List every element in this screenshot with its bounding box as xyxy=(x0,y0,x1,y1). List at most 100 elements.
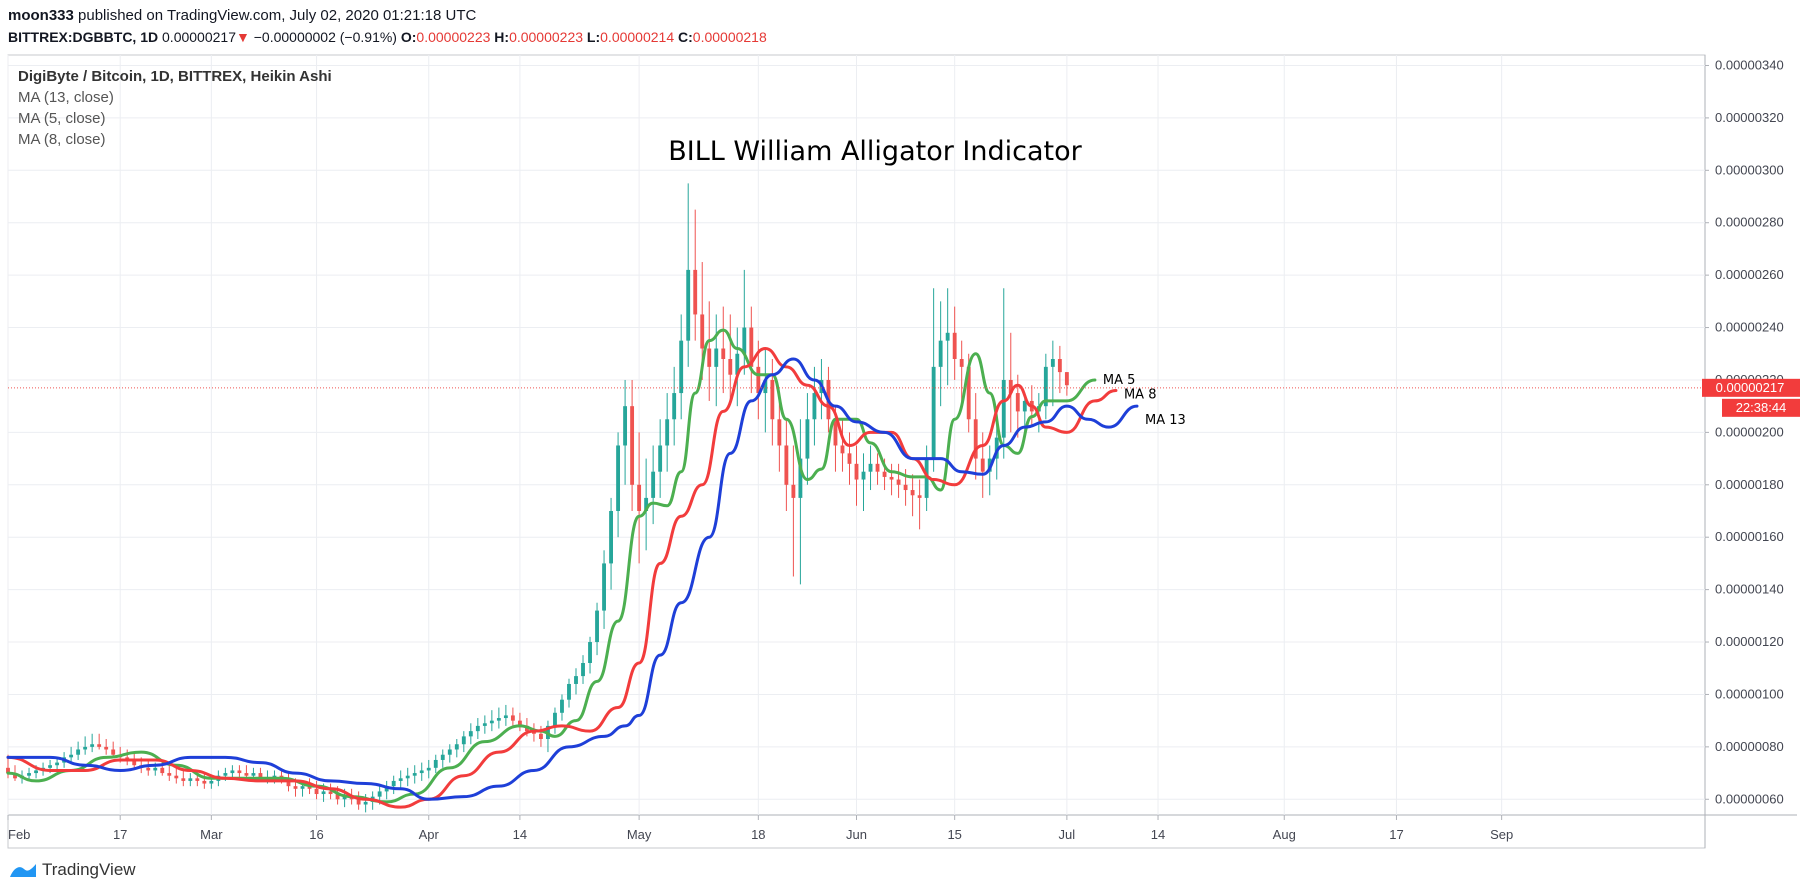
candle-body xyxy=(973,419,978,459)
candle-body xyxy=(188,778,193,781)
candle-2020-04-19 xyxy=(553,707,557,734)
candle-2020-02-24 xyxy=(167,765,172,781)
ma-line-ma13[interactable] xyxy=(6,357,1139,801)
candle-body xyxy=(756,366,761,394)
x-tick-label-5: 14 xyxy=(513,827,527,842)
candle-body xyxy=(917,495,922,498)
candle-body xyxy=(581,663,585,677)
candle-body xyxy=(398,778,403,781)
candle-body xyxy=(1050,359,1055,367)
time-scale[interactable]: Feb 17 Mar 16 Apr 14 May 18 Jun 15 Jul 14 Aug 17 Sep xyxy=(7,815,1513,842)
candle-2020-04-12 xyxy=(503,704,508,726)
price-scale[interactable]: 0.00000060 0.00000080 0.00000100 0.00000120… xyxy=(1705,57,1784,806)
candle-2020-04-09 xyxy=(482,715,487,734)
y-tick-label-5: 0.00000160 xyxy=(1715,529,1784,544)
candle-2020-06-09 xyxy=(910,474,915,517)
candle-body xyxy=(595,610,599,643)
candle-2020-03-05 xyxy=(237,765,242,779)
candle-2020-03-29 xyxy=(405,767,410,787)
candle-body xyxy=(896,479,901,485)
y-tick-label-7: 0.00000200 xyxy=(1715,424,1784,439)
candle-body xyxy=(468,731,473,737)
candle-body xyxy=(553,712,557,726)
candle-2020-02-18 xyxy=(125,749,130,766)
candle-body xyxy=(454,744,459,750)
candle-2020-05-23 xyxy=(791,445,796,577)
candle-2020-04-01 xyxy=(426,759,431,779)
candle-2020-02-15 xyxy=(104,739,109,755)
candle-2020-02-12 xyxy=(83,736,88,755)
grid xyxy=(7,55,1705,815)
y-tick-label-11: 0.00000280 xyxy=(1715,215,1784,230)
candle-body xyxy=(146,767,151,771)
tradingview-branding[interactable]: TradingView xyxy=(8,860,136,880)
candle-2020-05-09 xyxy=(693,209,698,341)
candle-2020-06-16 xyxy=(959,340,964,407)
candle-2020-02-16 xyxy=(111,741,116,758)
ma-line-ma8[interactable] xyxy=(6,347,1118,809)
candle-2020-05-12 xyxy=(714,314,719,407)
candle-2020-05-15 xyxy=(735,327,740,407)
candle-2020-05-19 xyxy=(763,348,768,433)
publish-line: moon333 published on TradingView.com, Ju… xyxy=(8,6,767,26)
legend-ma5[interactable]: MA (5, close) xyxy=(18,110,106,127)
tradingview-logo-icon xyxy=(10,864,36,877)
candle-2020-05-13 xyxy=(721,306,726,394)
candle-body xyxy=(616,445,621,511)
candle-body xyxy=(588,642,592,663)
x-tick-label-3: 16 xyxy=(309,827,323,842)
candle-2020-04-28 xyxy=(616,432,621,538)
candle-body xyxy=(1064,372,1069,386)
candle-body xyxy=(959,359,964,367)
candle-body xyxy=(104,746,109,750)
candle-body xyxy=(672,393,677,420)
legend-ma13[interactable]: MA (13, close) xyxy=(18,89,114,106)
candle-body xyxy=(13,773,17,779)
symbol-ohlc-line: BITTREX:DGBBTC, 1D 0.00000217▼ −0.000000… xyxy=(8,27,767,47)
candle-body xyxy=(763,379,768,394)
candle-body xyxy=(644,497,649,511)
candle-body xyxy=(230,770,235,774)
candle-body xyxy=(55,762,60,766)
candle-body xyxy=(721,348,726,359)
y-tick-label-2: 0.00000100 xyxy=(1715,686,1784,701)
legend-main-series[interactable]: DigiByte / Bitcoin, 1D, BITTREX, Heikin … xyxy=(18,68,332,85)
high-label: H: xyxy=(494,29,510,45)
candle-body xyxy=(854,463,859,480)
candle-body xyxy=(931,366,936,459)
candle-2020-05-25 xyxy=(805,393,810,485)
candle-body xyxy=(433,759,438,768)
candle-body xyxy=(258,773,263,779)
candle-2020-03-27 xyxy=(391,775,396,795)
candle-body xyxy=(728,359,733,375)
ma-label-ma8: MA 8 xyxy=(1124,387,1157,402)
candle-body xyxy=(1057,359,1062,373)
candle-body xyxy=(475,725,480,732)
candle-body xyxy=(356,799,361,805)
candle-2020-02-25 xyxy=(174,767,179,784)
candle-2020-04-04 xyxy=(447,744,452,763)
open-label: O: xyxy=(400,29,417,45)
close-value: 0.00000218 xyxy=(692,29,767,45)
candle-2020-03-04 xyxy=(230,765,235,779)
legend-ma8[interactable]: MA (8, close) xyxy=(18,131,106,148)
last-price-tag-value: 0.00000217 xyxy=(1716,380,1785,395)
candle-body xyxy=(707,348,712,367)
candle-2020-03-31 xyxy=(419,762,424,781)
candle-2020-02-11 xyxy=(76,741,81,760)
x-tick-label-12: Aug xyxy=(1273,827,1296,842)
candle-body xyxy=(181,778,186,781)
candle-2020-07-01 xyxy=(1064,372,1069,396)
bar-countdown: 22:38:44 xyxy=(1736,400,1787,415)
candle-2020-05-07 xyxy=(679,314,684,420)
candle-body xyxy=(377,791,382,797)
candle-2020-06-28 xyxy=(1043,353,1048,420)
candle-2020-04-05 xyxy=(454,739,459,758)
candle-body xyxy=(903,484,908,491)
author-name[interactable]: moon333 xyxy=(8,7,74,24)
candle-2020-02-21 xyxy=(146,759,151,776)
candle-body xyxy=(307,786,312,789)
candle-body xyxy=(328,791,333,795)
candle-body xyxy=(363,801,368,805)
